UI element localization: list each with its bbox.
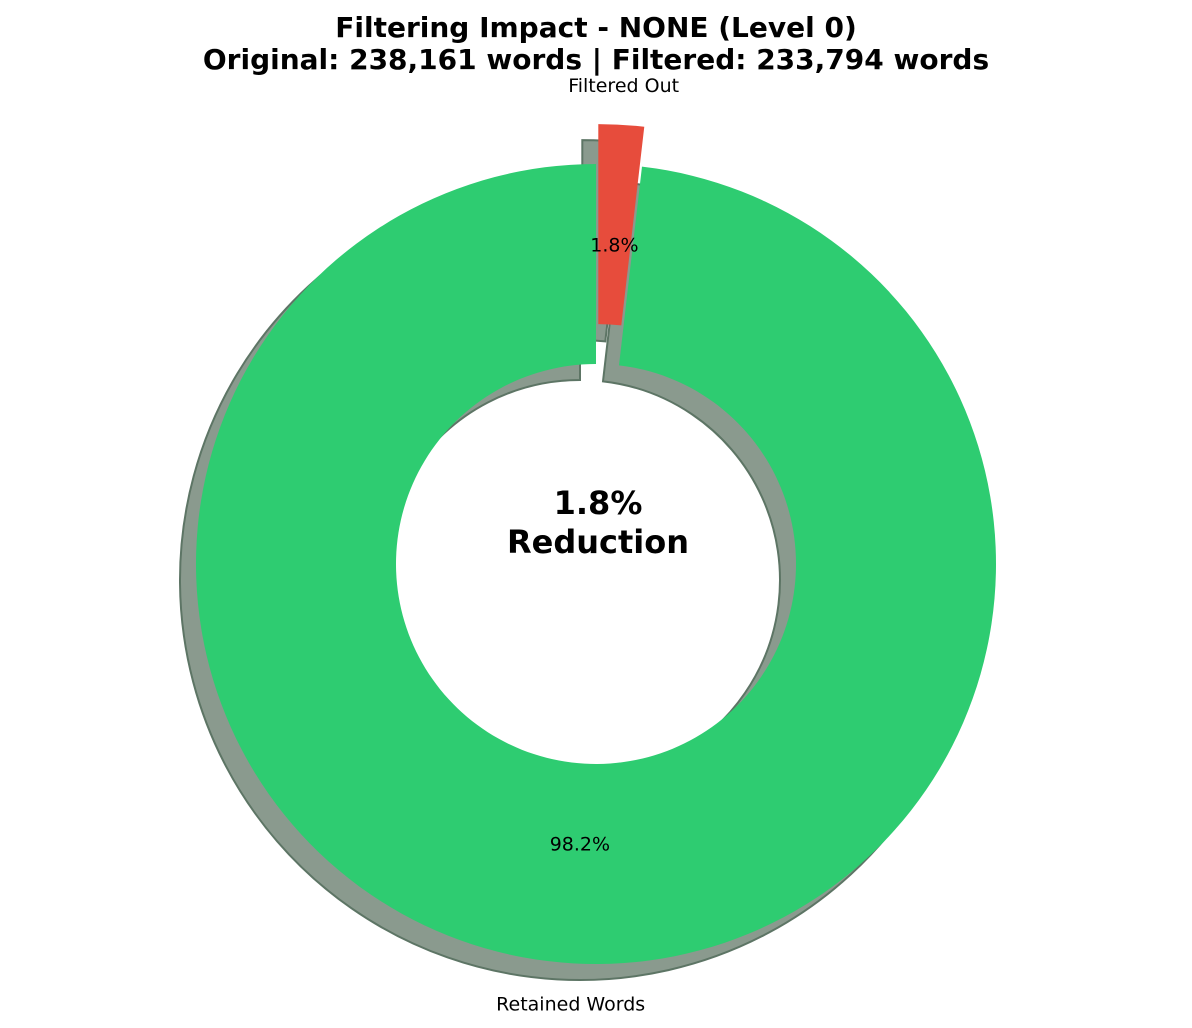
chart-title-line-1: Filtering Impact - NONE (Level 0) bbox=[335, 11, 857, 44]
chart-title-line-2: Original: 238,161 words | Filtered: 233,… bbox=[203, 43, 989, 76]
slices bbox=[195, 124, 996, 965]
center-caption-label: Reduction bbox=[507, 523, 689, 561]
slice-label-filtered-out: Filtered Out bbox=[568, 75, 679, 97]
slice-labels: Filtered Out 1.8% Retained Words 98.2% bbox=[496, 75, 679, 1015]
slice-retained-words bbox=[195, 164, 996, 965]
slice-percent-filtered-out: 1.8% bbox=[590, 235, 638, 257]
slice-label-retained-words: Retained Words bbox=[496, 993, 645, 1015]
center-value-label: 1.8% bbox=[554, 484, 643, 522]
slice-filtered-out bbox=[598, 124, 645, 326]
slice-percent-retained-words: 98.2% bbox=[550, 834, 610, 856]
